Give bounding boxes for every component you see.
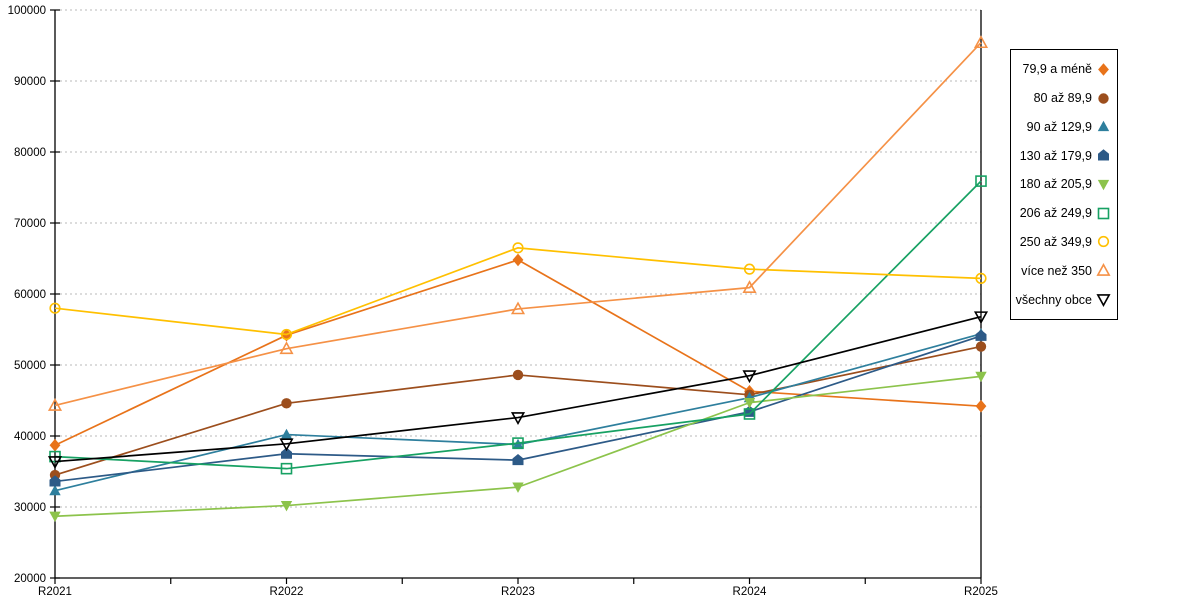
y-axis-tick-label: 30000	[14, 502, 46, 514]
pentagon-icon	[49, 475, 61, 487]
square-open-icon	[975, 175, 987, 187]
circle-open-icon	[743, 263, 756, 275]
legend-item: více než 350	[1015, 263, 1111, 278]
triangle-down-open-icon	[47, 456, 63, 470]
triangle-up-open-icon	[510, 301, 526, 315]
legend-item: 180 až 205,9	[1015, 177, 1111, 192]
triangle-up-icon	[49, 484, 61, 496]
triangle-down-open-icon	[1096, 294, 1111, 307]
triangle-down-open-icon	[973, 311, 989, 325]
legend-marker	[1097, 236, 1110, 248]
pentagon-icon	[281, 447, 292, 459]
legend-marker	[1097, 179, 1110, 191]
triangle-down-icon	[49, 511, 61, 523]
legend-item-label: více než 350	[1021, 263, 1092, 278]
triangle-up-open-icon	[742, 280, 757, 294]
series-line	[54, 315, 982, 463]
legend-marker	[1098, 63, 1109, 76]
legend-item: 250 až 349,9	[1015, 234, 1111, 249]
legend-marker	[1098, 149, 1109, 161]
legend-marker	[1098, 92, 1109, 104]
series-triangle-up	[49, 327, 987, 496]
circle-icon	[975, 341, 987, 352]
legend-item-label: 80 až 89,9	[1033, 91, 1092, 106]
y-axis-tick-label: 60000	[14, 289, 46, 301]
circle-open-icon	[280, 328, 293, 341]
y-axis-tick-label: 50000	[14, 360, 46, 372]
square-open-icon	[512, 437, 524, 449]
triangle-down-open-icon	[742, 370, 757, 384]
legend-item: všechny obce	[1015, 292, 1111, 307]
x-axis-tick-label: R2025	[964, 586, 998, 598]
legend-item-label: 79,9 a méně	[1022, 62, 1093, 77]
triangle-up-open-icon	[1096, 263, 1111, 277]
triangle-up-open-icon	[973, 35, 989, 49]
x-axis-tick-label: R2023	[501, 586, 535, 598]
circle-open-icon	[1097, 236, 1110, 248]
triangle-up-icon	[1097, 121, 1110, 132]
diamond-icon	[1098, 63, 1109, 76]
legend-marker	[1097, 121, 1110, 132]
y-axis-tick-label: 40000	[14, 431, 46, 443]
legend-item: 80 až 89,9	[1015, 91, 1111, 106]
circle-icon	[1098, 92, 1109, 104]
y-axis-tick-label: 100000	[8, 5, 46, 17]
series-line	[54, 247, 982, 336]
series-circle-open	[49, 242, 987, 341]
circle-open-icon	[49, 302, 61, 314]
legend-item-label: 250 až 349,9	[1019, 234, 1092, 249]
pentagon-icon	[512, 453, 524, 466]
pentagon-icon	[1098, 149, 1109, 161]
y-axis-tick-label: 20000	[14, 573, 46, 585]
series-triangle-up-open	[47, 35, 989, 411]
legend-box: 79,9 a méně 80 až 89,9 90 až 129,9 130 až 1…	[1010, 49, 1118, 320]
series-triangle-down-open	[47, 311, 989, 470]
triangle-up-open-icon	[47, 398, 63, 411]
legend-marker	[1096, 294, 1111, 307]
legend-marker	[1097, 207, 1110, 220]
legend-item-label: 90 až 129,9	[1026, 119, 1092, 134]
pentagon-icon	[975, 329, 987, 341]
triangle-down-open-icon	[510, 412, 526, 426]
triangle-down-icon	[1097, 179, 1110, 191]
legend-item-label: 206 až 249,9	[1019, 206, 1092, 221]
legend-item: 206 až 249,9	[1015, 206, 1111, 221]
triangle-up-icon	[280, 428, 293, 440]
legend-item-label: všechny obce	[1015, 292, 1092, 307]
legend-marker	[1096, 263, 1111, 277]
circle-open-icon	[512, 242, 524, 254]
y-axis-tick-label: 80000	[14, 147, 46, 159]
legend-item-label: 130 až 179,9	[1019, 148, 1092, 163]
legend-item: 130 až 179,9	[1015, 148, 1111, 163]
x-axis-tick-label: R2024	[733, 586, 767, 598]
triangle-down-open-icon	[279, 438, 294, 452]
diamond-icon	[49, 438, 61, 452]
series-triangle-down	[49, 371, 987, 523]
y-axis-tick-label: 90000	[14, 76, 46, 88]
circle-icon	[281, 398, 292, 409]
diamond-icon	[975, 399, 987, 413]
series-square-open	[49, 175, 987, 475]
legend-item-label: 180 až 205,9	[1019, 177, 1092, 192]
triangle-up-open-icon	[279, 341, 294, 355]
diamond-icon	[512, 253, 524, 267]
square-open-icon	[1097, 207, 1110, 220]
square-open-icon	[280, 462, 293, 475]
series-line	[54, 180, 982, 470]
x-axis-tick-label: R2022	[270, 586, 304, 598]
triangle-down-icon	[280, 500, 293, 512]
circle-icon	[512, 369, 524, 381]
triangle-down-icon	[743, 398, 756, 409]
legend-item: 90 až 129,9	[1015, 119, 1111, 134]
square-open-icon	[743, 408, 756, 420]
triangle-down-icon	[512, 482, 524, 493]
y-axis-tick-label: 70000	[14, 218, 46, 230]
legend-item: 79,9 a méně	[1015, 62, 1111, 77]
series-line	[54, 42, 982, 407]
triangle-down-icon	[975, 371, 987, 383]
x-axis-tick-label: R2021	[38, 586, 72, 598]
circle-open-icon	[975, 272, 987, 284]
